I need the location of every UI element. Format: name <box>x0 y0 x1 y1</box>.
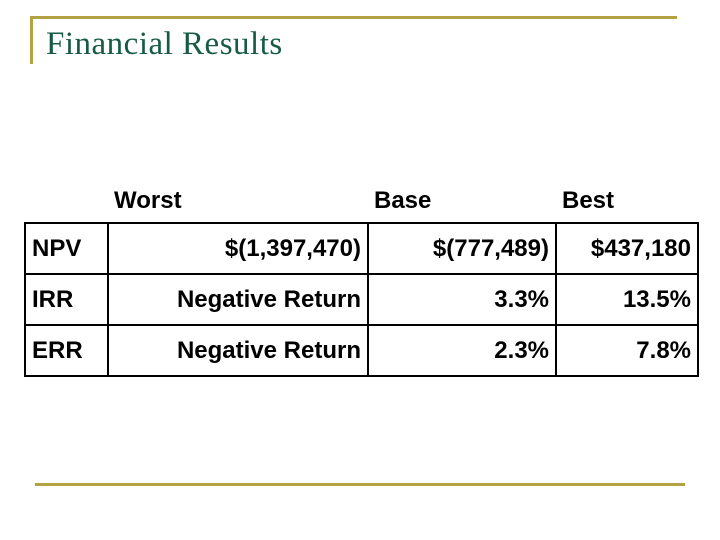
npv-worst-value: $(1,397,470) <box>107 222 369 275</box>
err-best-value: 7.8% <box>555 324 699 377</box>
err-base-value: 2.3% <box>367 324 557 377</box>
title-accent-line-top <box>30 16 677 19</box>
column-header-worst: Worst <box>114 187 182 214</box>
table-row-err: ERR Negative Return 2.3% 7.8% <box>24 324 699 377</box>
err-worst-value: Negative Return <box>107 324 369 377</box>
npv-base-value: $(777,489) <box>367 222 557 275</box>
column-header-best: Best <box>562 187 615 214</box>
financial-results-table: NPV $(1,397,470) $(777,489) $437,180 IRR… <box>24 222 699 377</box>
row-label-err: ERR <box>24 324 109 377</box>
row-label-npv: NPV <box>24 222 109 275</box>
column-header-base: Base <box>374 187 432 214</box>
table-row-irr: IRR Negative Return 3.3% 13.5% <box>24 273 699 326</box>
row-label-irr: IRR <box>24 273 109 326</box>
irr-best-value: 13.5% <box>555 273 699 326</box>
table-row-npv: NPV $(1,397,470) $(777,489) $437,180 <box>24 222 699 275</box>
slide-title: Financial Results <box>46 26 283 62</box>
irr-base-value: 3.3% <box>367 273 557 326</box>
npv-best-value: $437,180 <box>555 222 699 275</box>
column-header-spacer <box>24 186 107 216</box>
table-column-headers: Worst Base Best <box>24 186 697 216</box>
irr-worst-value: Negative Return <box>107 273 369 326</box>
footer-accent-line <box>35 483 685 486</box>
title-accent-line-left <box>30 16 33 64</box>
